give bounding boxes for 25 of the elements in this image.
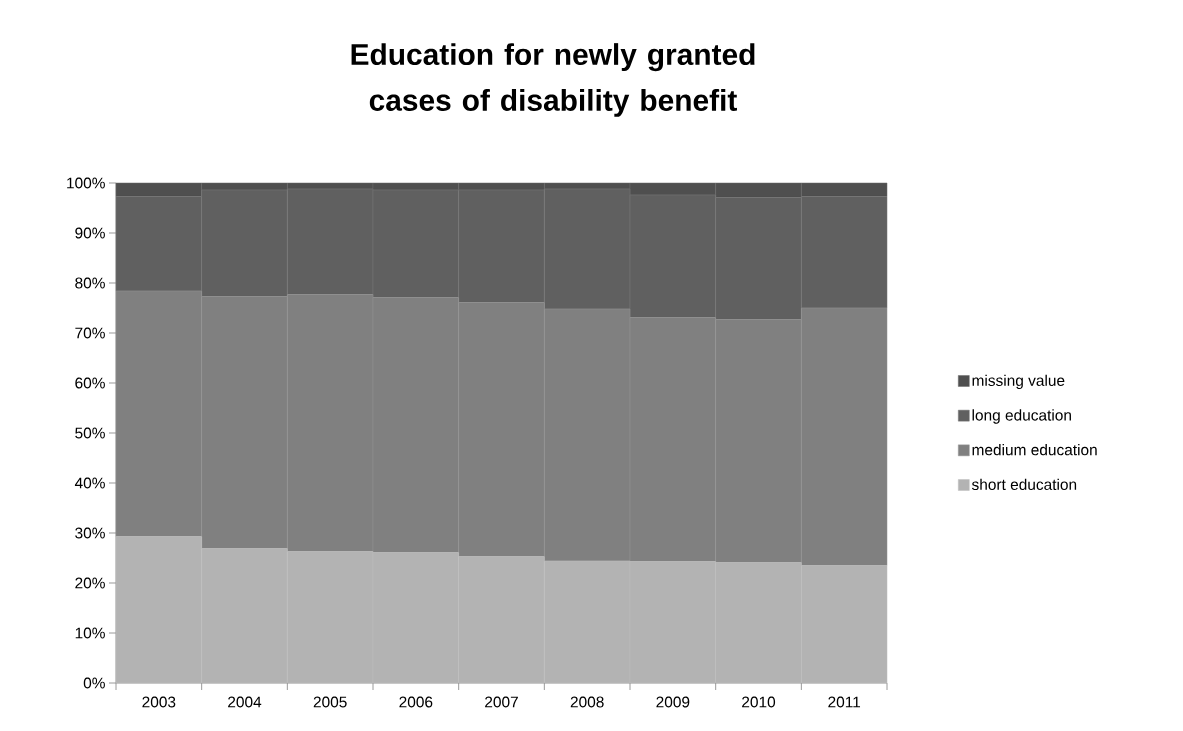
y-tick-label: 40% — [74, 477, 105, 489]
y-tick-label: 60% — [75, 377, 105, 389]
x-tick-label: 2004 — [228, 696, 262, 708]
legend-label: medium education — [972, 443, 1097, 456]
legend-label: long education — [972, 409, 1071, 424]
x-tick-label: 2007 — [485, 696, 518, 708]
x-tick-label: 2008 — [570, 696, 604, 708]
x-tick-label: 2006 — [399, 696, 433, 708]
y-tick-label: 90% — [75, 227, 105, 239]
x-tick-label: 2011 — [828, 696, 861, 708]
y-tick-label: 70% — [75, 327, 105, 339]
y-tick-label: 30% — [75, 527, 105, 539]
x-tick-label: 2005 — [313, 696, 347, 708]
chart-title: Education for newly granted cases of disability benefit — [351, 43, 755, 117]
x-tick-label: 2010 — [742, 696, 776, 708]
legend-label: short education — [971, 478, 1077, 490]
x-tick-label: 2003 — [142, 696, 176, 708]
y-tick-label: 100% — [67, 177, 105, 189]
y-tick-label: 0% — [83, 677, 105, 689]
y-tick-label: 20% — [75, 577, 105, 589]
y-tick-label: 10% — [75, 627, 105, 639]
y-tick-label: 50% — [75, 427, 105, 439]
y-tick-label: 80% — [75, 277, 105, 289]
legend-label: missing value — [972, 374, 1065, 390]
x-tick-label: 2009 — [656, 696, 690, 708]
